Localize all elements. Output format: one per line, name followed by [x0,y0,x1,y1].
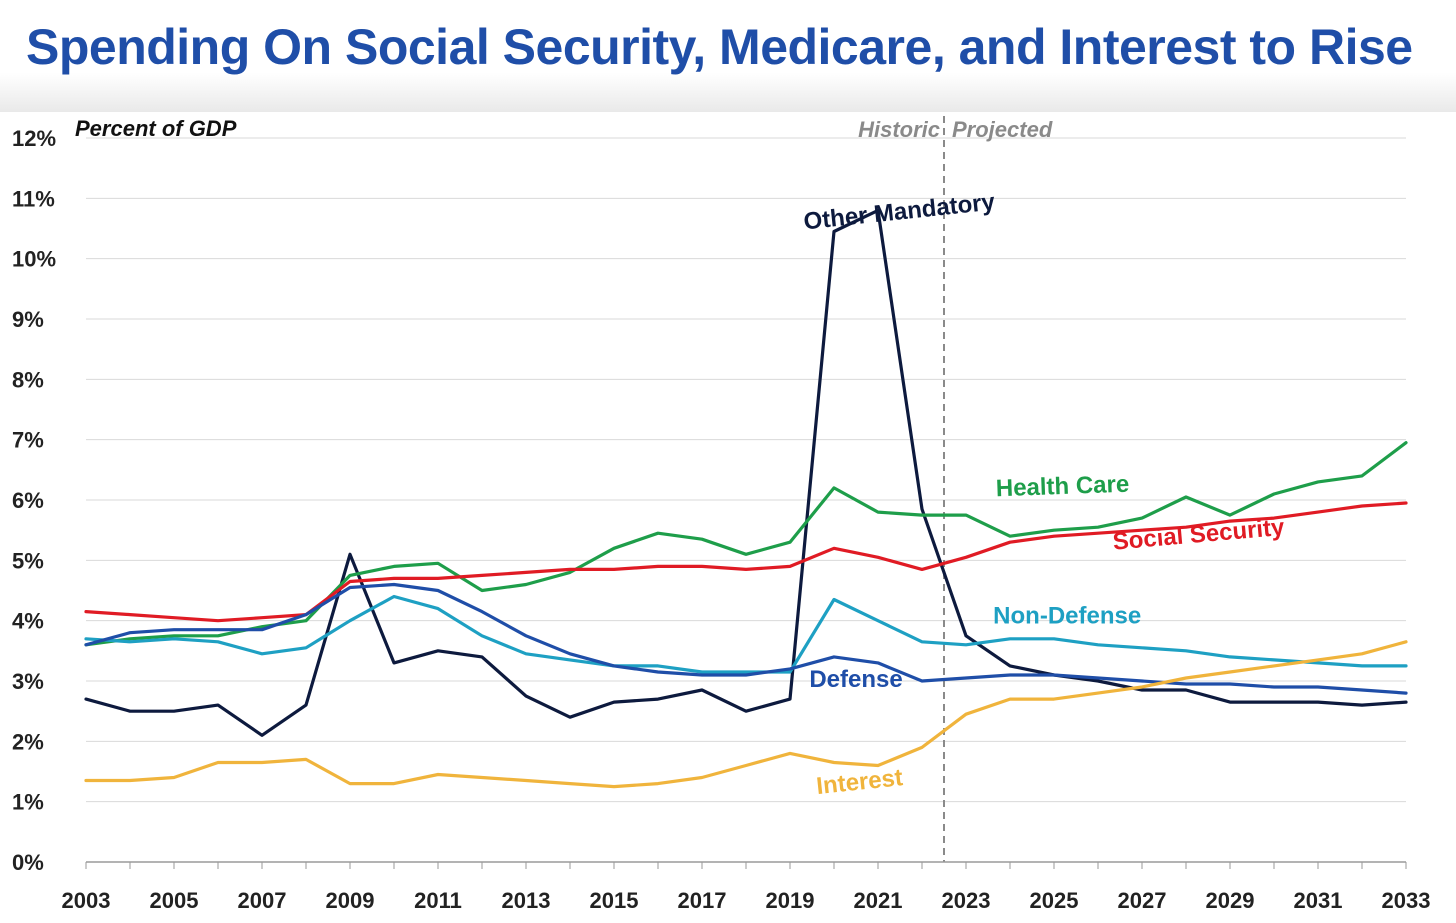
series-line-defense [84,582,1408,695]
x-tick-label: 2027 [1118,888,1167,913]
projected-label: Projected [952,117,1053,142]
series-label-health-care: Health Care [995,471,1129,503]
y-axis-unit-label: Percent of GDP [75,116,237,141]
series-line-health-care [84,441,1408,647]
y-tick-label: 5% [12,548,44,573]
x-tick-label: 2019 [766,888,815,913]
x-tick-label: 2021 [854,888,903,913]
x-tick-label: 2023 [942,888,991,913]
series-label-interest: Interest [815,764,904,800]
x-tick-label: 2011 [414,888,462,913]
y-tick-label: 8% [12,367,44,392]
x-tick-label: 2009 [326,888,375,913]
y-tick-label: 11% [12,186,55,211]
series-line-other-mandatory [84,208,1408,737]
y-tick-label: 9% [12,307,44,332]
y-tick-label: 7% [12,428,44,453]
x-tick-label: 2033 [1382,888,1431,913]
y-tick-label: 4% [12,609,44,634]
x-tick-label: 2025 [1030,888,1079,913]
series-lines [84,208,1408,789]
x-tick-label: 2003 [62,888,111,913]
chart-title: Spending On Social Security, Medicare, a… [26,19,1413,75]
x-tick-label: 2007 [238,888,287,913]
x-tick-label: 2029 [1206,888,1255,913]
x-tick-label: 2013 [502,888,551,913]
title-banner: Spending On Social Security, Medicare, a… [0,0,1456,112]
series-label-defense: Defense [809,666,902,693]
y-tick-label: 6% [12,488,44,513]
axes: 0% 1% 2% 3% 4% 5% 6% 7% 8% 9% 10% 11% 12% 2003 2005 200… [12,126,1430,913]
gridlines [86,137,1406,803]
series-label-non-defense: Non-Defense [993,603,1141,630]
series-line-non-defense [84,594,1408,674]
series-line-interest [84,640,1408,789]
x-tick-label: 2017 [678,888,727,913]
series-label-other-mandatory: Other Mandatory [802,188,996,235]
y-tick-label: 10% [12,247,56,272]
y-tick-label: 12% [12,126,56,151]
x-tick-label: 2005 [150,888,199,913]
historic-label: Historic [858,117,940,142]
x-tick-label: 2031 [1294,888,1343,913]
y-tick-label: 3% [12,669,44,694]
y-tick-label: 0% [12,850,44,875]
y-tick-label: 2% [12,729,44,754]
y-tick-label: 1% [12,790,44,815]
x-tick-label: 2015 [590,888,639,913]
